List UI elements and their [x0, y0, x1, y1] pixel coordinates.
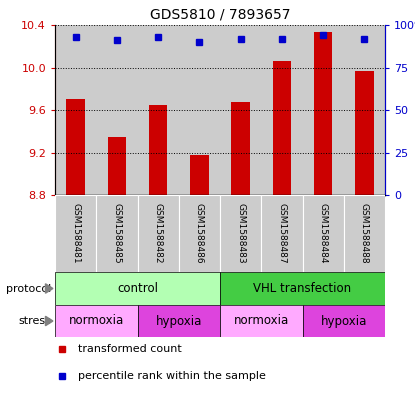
Title: GDS5810 / 7893657: GDS5810 / 7893657	[150, 7, 290, 21]
Text: GSM1588486: GSM1588486	[195, 203, 204, 264]
Bar	[96, 25, 137, 195]
Bar	[273, 61, 291, 195]
Bar	[344, 25, 385, 195]
Bar	[149, 105, 167, 195]
Text: GSM1588481: GSM1588481	[71, 203, 80, 264]
Bar	[220, 272, 385, 305]
Text: GSM1588483: GSM1588483	[236, 203, 245, 264]
Bar	[314, 33, 332, 195]
Bar	[220, 195, 261, 272]
Bar	[55, 305, 137, 337]
Text: GSM1588487: GSM1588487	[277, 203, 286, 264]
Text: stress: stress	[18, 316, 51, 326]
Text: protocol: protocol	[5, 283, 51, 294]
Bar	[107, 136, 126, 195]
Bar	[137, 195, 179, 272]
Bar	[231, 101, 250, 195]
Bar	[55, 195, 96, 272]
Bar	[261, 195, 303, 272]
Bar	[137, 305, 220, 337]
Text: GSM1588482: GSM1588482	[154, 203, 163, 264]
Bar	[137, 25, 179, 195]
Bar	[220, 25, 261, 195]
Bar	[303, 305, 385, 337]
Bar	[355, 71, 374, 195]
Text: hypoxia: hypoxia	[156, 314, 202, 327]
Bar	[344, 195, 385, 272]
Bar	[55, 272, 220, 305]
Text: transformed count: transformed count	[78, 343, 182, 354]
Bar	[190, 154, 209, 195]
Bar	[96, 195, 137, 272]
Bar	[66, 99, 85, 195]
Text: VHL transfection: VHL transfection	[254, 282, 352, 295]
Text: normoxia: normoxia	[68, 314, 124, 327]
Bar	[303, 25, 344, 195]
Bar	[220, 305, 303, 337]
Bar	[303, 195, 344, 272]
Text: GSM1588488: GSM1588488	[360, 203, 369, 264]
Text: control: control	[117, 282, 158, 295]
Bar	[179, 25, 220, 195]
Bar	[179, 195, 220, 272]
Text: GSM1588484: GSM1588484	[319, 203, 327, 264]
Bar	[55, 25, 96, 195]
Text: percentile rank within the sample: percentile rank within the sample	[78, 371, 266, 380]
Text: normoxia: normoxia	[234, 314, 289, 327]
Text: GSM1588485: GSM1588485	[112, 203, 121, 264]
Bar	[261, 25, 303, 195]
Text: hypoxia: hypoxia	[320, 314, 367, 327]
